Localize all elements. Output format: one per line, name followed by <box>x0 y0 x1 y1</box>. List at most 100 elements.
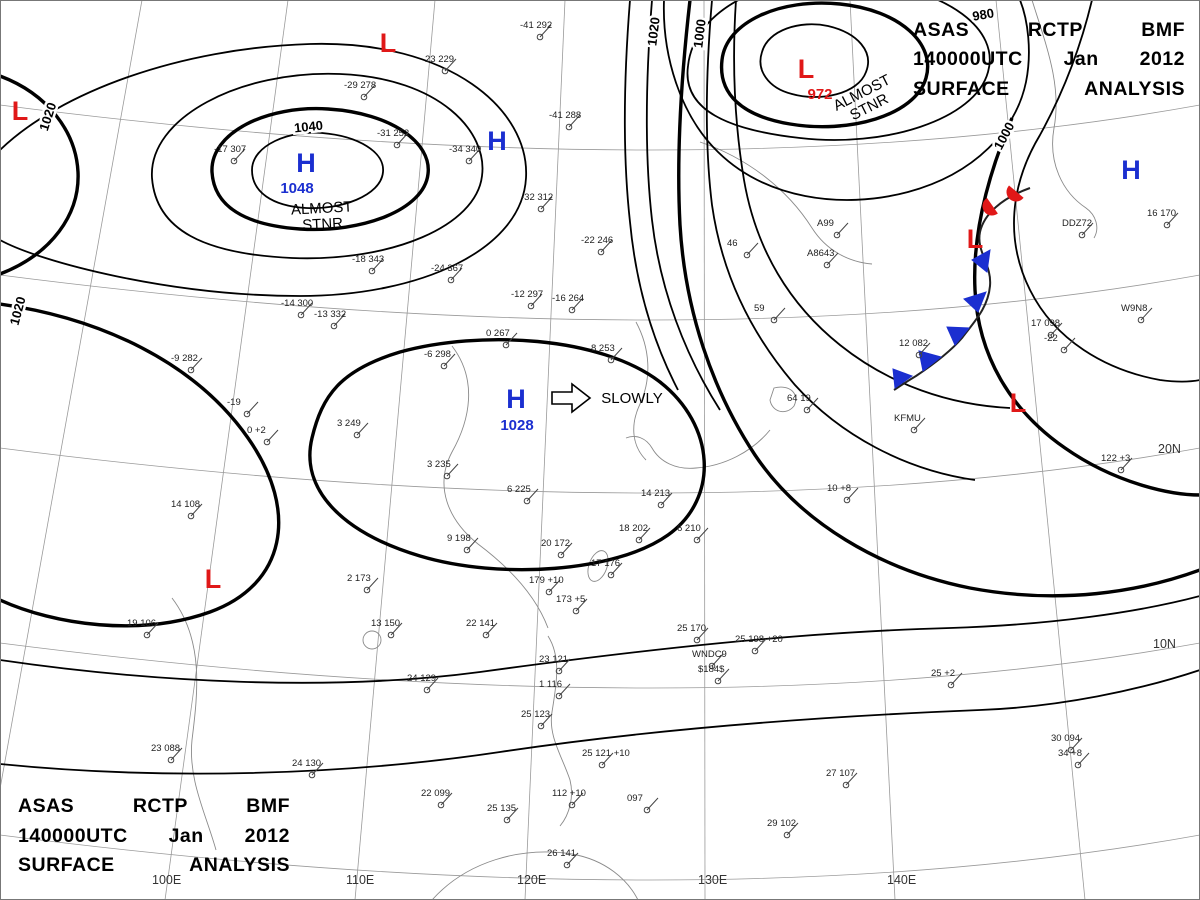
station-values: 173 +5 <box>556 594 585 605</box>
station-values: 20 172 <box>541 538 570 549</box>
wind-barb-icon <box>266 429 279 443</box>
wind-barb-icon <box>390 622 403 636</box>
station-values: 2 173 <box>347 573 371 584</box>
station-circle-icon <box>568 306 576 314</box>
station-circle-icon <box>330 322 338 330</box>
station-values: W9N8 <box>1121 303 1147 314</box>
wind-barb-icon <box>396 132 409 146</box>
station-values: 22 141 <box>466 618 495 629</box>
wind-barb-icon <box>1077 752 1090 766</box>
station-values: 112 +10 <box>552 788 586 799</box>
station-values: A99 <box>817 218 834 229</box>
station-values: 24 130 <box>292 758 321 769</box>
coastline-kamchatka <box>1031 0 1098 239</box>
station-values: 25 +2 <box>931 668 955 679</box>
cold-front-triangle-icon <box>963 291 987 313</box>
station-plot: 8 253 <box>591 343 623 364</box>
station-plot: 3 235 <box>427 459 459 480</box>
wind-barb-icon <box>1063 337 1076 351</box>
station-plot: 097 <box>627 793 659 814</box>
station-plot: 24 130 <box>292 758 324 779</box>
wind-barb-icon <box>450 267 463 281</box>
wind-barb-icon <box>468 148 481 162</box>
station-values: -22 <box>1044 333 1058 344</box>
station-circle-icon <box>1067 746 1075 754</box>
wind-barb-icon <box>444 58 457 72</box>
wind-barb-icon <box>610 347 623 361</box>
coastline-honshu <box>625 429 771 469</box>
isobar-low-ring2 <box>719 1 930 129</box>
isobar-1032 <box>0 43 527 297</box>
station-values: 0 267 <box>486 328 510 339</box>
station-plot: 19 106 <box>127 618 159 639</box>
station-circle-icon <box>1078 231 1086 239</box>
isobar-trough-3 <box>623 0 679 391</box>
isobar-low-inner <box>759 23 869 98</box>
isobar-1036 <box>151 72 484 260</box>
grid-coordinate-label: 110E <box>346 873 374 887</box>
station-values: -19 <box>227 397 241 408</box>
station-circle-icon <box>635 536 643 544</box>
wind-barb-icon <box>717 668 730 682</box>
wind-barb-icon <box>363 84 376 98</box>
station-values: 0 +2 <box>247 425 266 436</box>
station-circle-icon <box>693 536 701 544</box>
station-plot: 9 198 <box>447 533 479 554</box>
station-plot: A8643 <box>807 248 839 269</box>
station-values: 25 121 +10 <box>582 748 630 759</box>
coastline-borneo <box>431 851 639 900</box>
pressure-center-l-symbol: L <box>380 28 397 58</box>
wind-barb-icon <box>773 307 786 321</box>
station-circle-icon <box>440 362 448 370</box>
meridian <box>995 0 1086 900</box>
station-plot: 59 <box>754 303 786 324</box>
station-values: 097 <box>627 793 643 804</box>
station-plot: 6 225 <box>507 484 539 505</box>
station-circle-icon <box>915 351 923 359</box>
wind-barb-icon <box>601 752 614 766</box>
wind-barb-icon <box>1166 212 1179 226</box>
wind-barb-icon <box>506 807 519 821</box>
station-plot: 3 249 <box>337 418 369 439</box>
station-plot: 17 098 <box>1031 318 1063 339</box>
station-plot: WNDC9 <box>692 649 727 670</box>
station-circle-icon <box>447 276 455 284</box>
wind-barb-icon <box>568 114 581 128</box>
isobar-1040 <box>210 106 430 232</box>
station-values: -24 367 <box>431 263 463 274</box>
station-circle-icon <box>693 636 701 644</box>
station-circle-icon <box>187 366 195 374</box>
isobar-1020-west <box>0 302 281 628</box>
wind-barb-icon <box>548 579 561 593</box>
station-values: A8643 <box>807 248 834 259</box>
station-circle-icon <box>743 251 751 259</box>
station-circle-icon <box>555 692 563 700</box>
pressure-center-l-symbol: L <box>967 224 984 254</box>
station-circle-icon <box>360 93 368 101</box>
wind-barb-icon <box>366 577 379 591</box>
station-values: 16 170 <box>1147 208 1176 219</box>
station-circle-icon <box>783 831 791 839</box>
grid-labels-layer: 20N 10N 100E 110E 120E 130E 140E <box>152 442 1181 887</box>
isobar-1044 <box>251 131 384 210</box>
station-circle-icon <box>308 771 316 779</box>
wind-barb-icon <box>539 24 552 38</box>
wind-barb-icon <box>300 302 313 316</box>
station-plot: 6 210 <box>677 523 709 544</box>
wind-barb-icon <box>190 357 203 371</box>
wind-barb-icon <box>440 792 453 806</box>
wind-barb-icon <box>826 252 839 266</box>
station-circle-icon <box>563 861 571 869</box>
wind-barb-icon <box>1050 322 1063 336</box>
station-values: -41 292 <box>520 20 552 31</box>
station-values: 26 141 <box>547 848 576 859</box>
isobar-northeast <box>1013 0 1200 383</box>
wind-barb-icon <box>571 792 584 806</box>
product-id: ASAS RCTP BMF <box>913 19 1185 41</box>
station-plot: 2 173 <box>347 573 379 594</box>
parallel <box>0 274 1200 321</box>
wind-barb-icon <box>950 672 963 686</box>
station-plot: 14 213 <box>641 488 673 509</box>
wind-barb-icon <box>333 313 346 327</box>
isobar-trough-2 <box>645 0 721 411</box>
